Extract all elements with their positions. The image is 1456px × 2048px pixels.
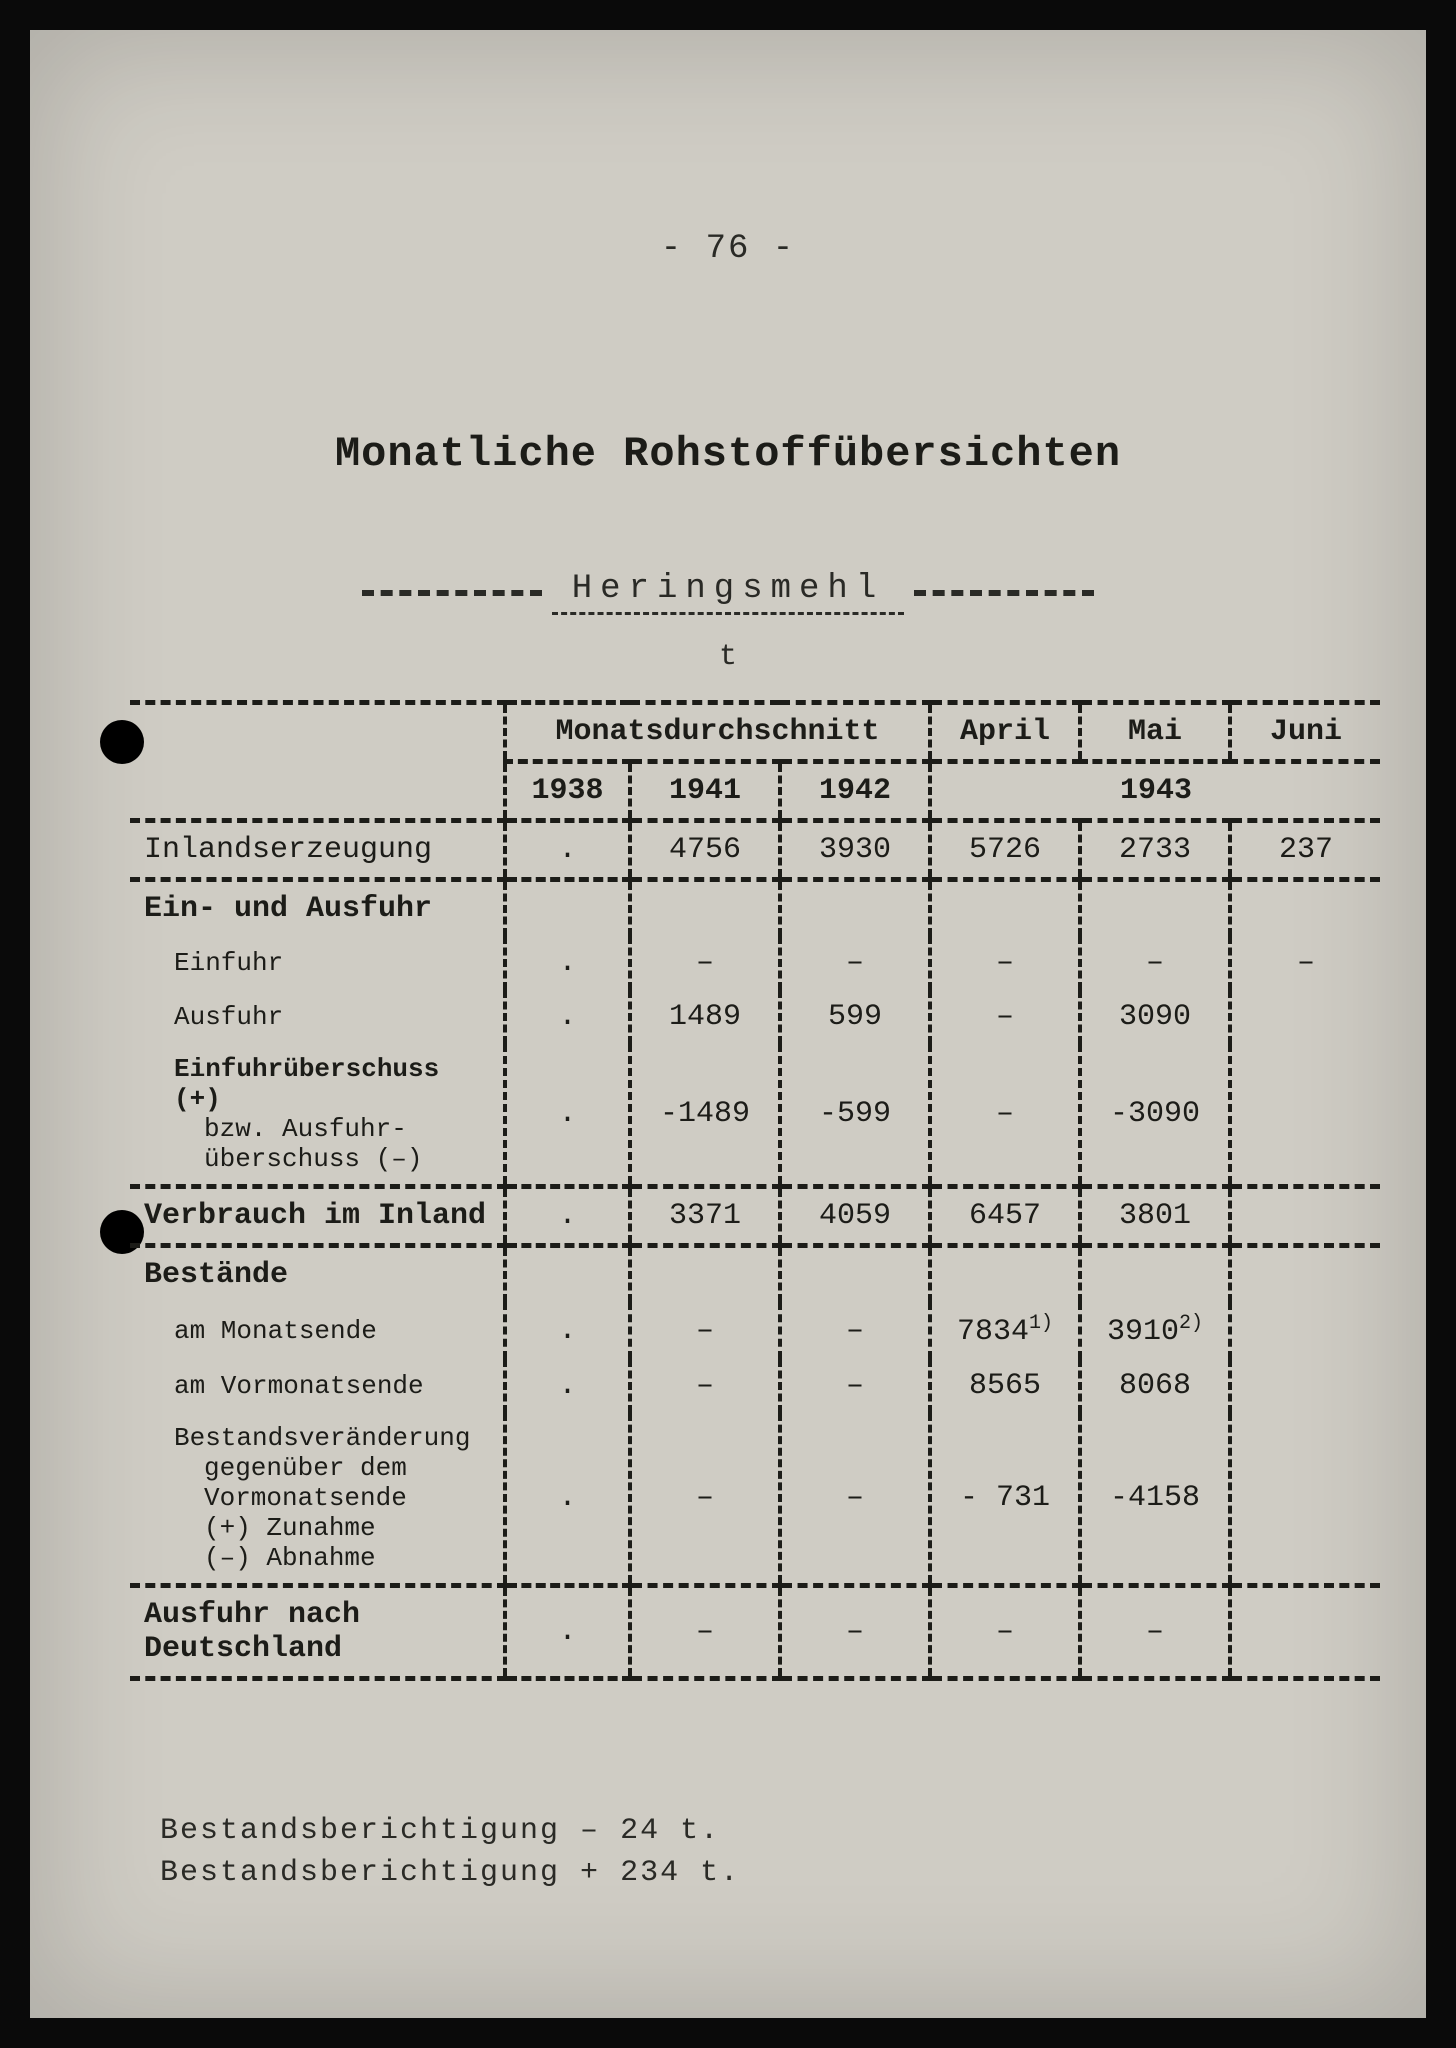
- cell: –: [930, 936, 1080, 990]
- table-row: Einfuhrüberschuss (+) bzw. Ausfuhr- über…: [130, 1044, 1380, 1187]
- cell: 2733: [1080, 821, 1230, 880]
- footnotes: Bestandsberichtigung – 24 t. Bestandsber…: [160, 1810, 740, 1894]
- row-label: Ausfuhr nach Deutschland: [130, 1586, 505, 1679]
- cell: –: [780, 1586, 930, 1679]
- header-year: 1938: [505, 762, 630, 821]
- cell: –: [630, 1302, 780, 1359]
- cell: –: [780, 1302, 930, 1359]
- header-month: April: [930, 703, 1080, 762]
- dash-line-icon: [914, 590, 1094, 596]
- cell: .: [505, 936, 630, 990]
- cell: 39102): [1080, 1302, 1230, 1359]
- cell: [1230, 1586, 1380, 1679]
- cell: 3801: [1080, 1187, 1230, 1246]
- cell: –: [1080, 936, 1230, 990]
- cell: 5726: [930, 821, 1080, 880]
- cell: 237: [1230, 821, 1380, 880]
- cell: .: [505, 1359, 630, 1413]
- table-row: Bestände: [130, 1246, 1380, 1303]
- row-label: Bestandsveränderung gegenüber dem Vormon…: [130, 1413, 505, 1586]
- table-row: Ausfuhr nach Deutschland . – – – –: [130, 1586, 1380, 1679]
- cell: [1230, 990, 1380, 1044]
- table-row: Ein- und Ausfuhr: [130, 880, 1380, 937]
- cell: –: [1230, 936, 1380, 990]
- cell: –: [930, 1044, 1080, 1187]
- cell: –: [930, 1586, 1080, 1679]
- cell: .: [505, 1187, 630, 1246]
- header-month: Mai: [1080, 703, 1230, 762]
- table-row: Einfuhr . – – – – –: [130, 936, 1380, 990]
- table-row: am Vormonatsende . – – 8565 8068: [130, 1359, 1380, 1413]
- page-title: Monatliche Rohstoffübersichten: [30, 430, 1426, 478]
- cell: 8068: [1080, 1359, 1230, 1413]
- row-label: Einfuhr: [130, 936, 505, 990]
- footnote: Bestandsberichtigung – 24 t.: [160, 1810, 740, 1852]
- cell: - 731: [930, 1413, 1080, 1586]
- cell: –: [780, 1359, 930, 1413]
- cell: –: [630, 1586, 780, 1679]
- cell: [1230, 1187, 1380, 1246]
- cell: .: [505, 1044, 630, 1187]
- cell: –: [780, 936, 930, 990]
- row-label: Ausfuhr: [130, 990, 505, 1044]
- cell: -4158: [1080, 1413, 1230, 1586]
- cell: 3371: [630, 1187, 780, 1246]
- page-number: - 76 -: [30, 230, 1426, 268]
- cell: .: [505, 821, 630, 880]
- subtitle: Heringsmehl: [552, 570, 904, 615]
- section-label: Ein- und Ausfuhr: [130, 880, 505, 937]
- cell: -599: [780, 1044, 930, 1187]
- table-row: Inlandserzeugung . 4756 3930 5726 2733 2…: [130, 821, 1380, 880]
- header-year-right: 1943: [930, 762, 1380, 821]
- table-row: Verbrauch im Inland . 3371 4059 6457 380…: [130, 1187, 1380, 1246]
- header-avg: Monatsdurchschnitt: [505, 703, 930, 762]
- cell: –: [630, 936, 780, 990]
- header-blank: [130, 703, 505, 821]
- row-label: Einfuhrüberschuss (+) bzw. Ausfuhr- über…: [130, 1044, 505, 1187]
- cell: .: [505, 1302, 630, 1359]
- cell: –: [780, 1413, 930, 1586]
- row-label: am Monatsende: [130, 1302, 505, 1359]
- document-page: - 76 - Monatliche Rohstoffübersichten He…: [30, 30, 1426, 2018]
- footnote: Bestandsberichtigung + 234 t.: [160, 1852, 740, 1894]
- subtitle-wrap: Heringsmehl: [30, 570, 1426, 615]
- data-table: Monatsdurchschnitt April Mai Juni 1938 1…: [130, 700, 1380, 1681]
- table-row: am Monatsende . – – 78341) 39102): [130, 1302, 1380, 1359]
- cell: 4059: [780, 1187, 930, 1246]
- row-label: Verbrauch im Inland: [130, 1187, 505, 1246]
- cell: .: [505, 1586, 630, 1679]
- cell: -3090: [1080, 1044, 1230, 1187]
- cell: 6457: [930, 1187, 1080, 1246]
- header-year: 1942: [780, 762, 930, 821]
- cell: –: [630, 1359, 780, 1413]
- header-year: 1941: [630, 762, 780, 821]
- cell: –: [1080, 1586, 1230, 1679]
- cell: 8565: [930, 1359, 1080, 1413]
- header-month: Juni: [1230, 703, 1380, 762]
- table-header-row: Monatsdurchschnitt April Mai Juni: [130, 703, 1380, 762]
- row-label: am Vormonatsende: [130, 1359, 505, 1413]
- cell: –: [930, 990, 1080, 1044]
- cell: 3930: [780, 821, 930, 880]
- cell: [1230, 1359, 1380, 1413]
- cell: -1489: [630, 1044, 780, 1187]
- cell: 78341): [930, 1302, 1080, 1359]
- section-label: Bestände: [130, 1246, 505, 1303]
- cell: .: [505, 1413, 630, 1586]
- cell: [1230, 1044, 1380, 1187]
- cell: 4756: [630, 821, 780, 880]
- dash-line-icon: [362, 590, 542, 596]
- unit-label: t: [30, 640, 1426, 674]
- cell: 3090: [1080, 990, 1230, 1044]
- row-label: Inlandserzeugung: [130, 821, 505, 880]
- cell: [1230, 1302, 1380, 1359]
- cell: [1230, 1413, 1380, 1586]
- table-row: Ausfuhr . 1489 599 – 3090: [130, 990, 1380, 1044]
- table-row: Bestandsveränderung gegenüber dem Vormon…: [130, 1413, 1380, 1586]
- cell: 599: [780, 990, 930, 1044]
- cell: –: [630, 1413, 780, 1586]
- cell: .: [505, 990, 630, 1044]
- cell: 1489: [630, 990, 780, 1044]
- data-table-wrap: Monatsdurchschnitt April Mai Juni 1938 1…: [130, 700, 1380, 1681]
